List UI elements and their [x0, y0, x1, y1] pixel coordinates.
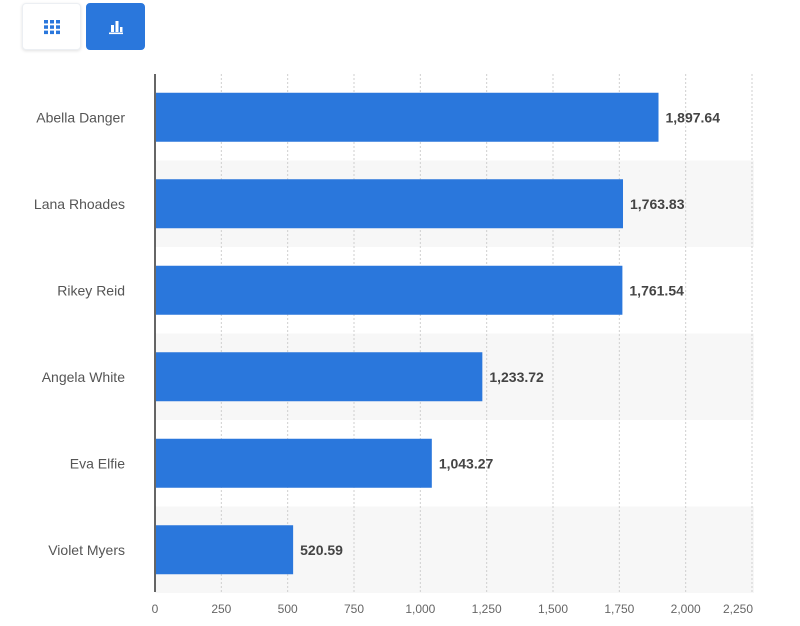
value-label: 1,761.54	[629, 282, 684, 298]
category-label: Abella Danger	[36, 109, 125, 125]
chart-view-button[interactable]	[86, 3, 145, 50]
x-tick-label: 250	[211, 602, 231, 616]
table-grid-icon	[43, 19, 60, 34]
x-tick-label: 0	[152, 602, 159, 616]
category-label: Violet Myers	[48, 542, 125, 558]
x-tick-label: 2,250	[723, 602, 753, 616]
category-label: Angela White	[42, 369, 125, 385]
value-label: 520.59	[300, 542, 343, 558]
category-label: Rikey Reid	[57, 282, 125, 298]
x-tick-label: 2,000	[671, 602, 701, 616]
x-tick-label: 750	[344, 602, 364, 616]
bar	[156, 525, 294, 575]
value-label: 1,233.72	[489, 369, 544, 385]
view-toggle-toolbar	[22, 3, 145, 50]
x-tick-label: 1,500	[538, 602, 568, 616]
bar	[156, 438, 432, 488]
x-tick-label: 500	[278, 602, 298, 616]
x-tick-label: 1,750	[604, 602, 634, 616]
bar-chart-icon	[108, 20, 123, 34]
value-label: 1,897.64	[666, 109, 721, 125]
value-label: 1,043.27	[439, 455, 494, 471]
bar	[156, 92, 659, 142]
x-tick-label: 1,250	[472, 602, 502, 616]
bar	[156, 352, 483, 402]
bar	[156, 265, 623, 315]
value-label: 1,763.83	[630, 196, 685, 212]
bar	[156, 179, 624, 229]
table-view-button[interactable]	[22, 3, 81, 50]
x-tick-label: 1,000	[405, 602, 435, 616]
category-label: Lana Rhoades	[34, 196, 125, 212]
category-label: Eva Elfie	[70, 455, 125, 471]
